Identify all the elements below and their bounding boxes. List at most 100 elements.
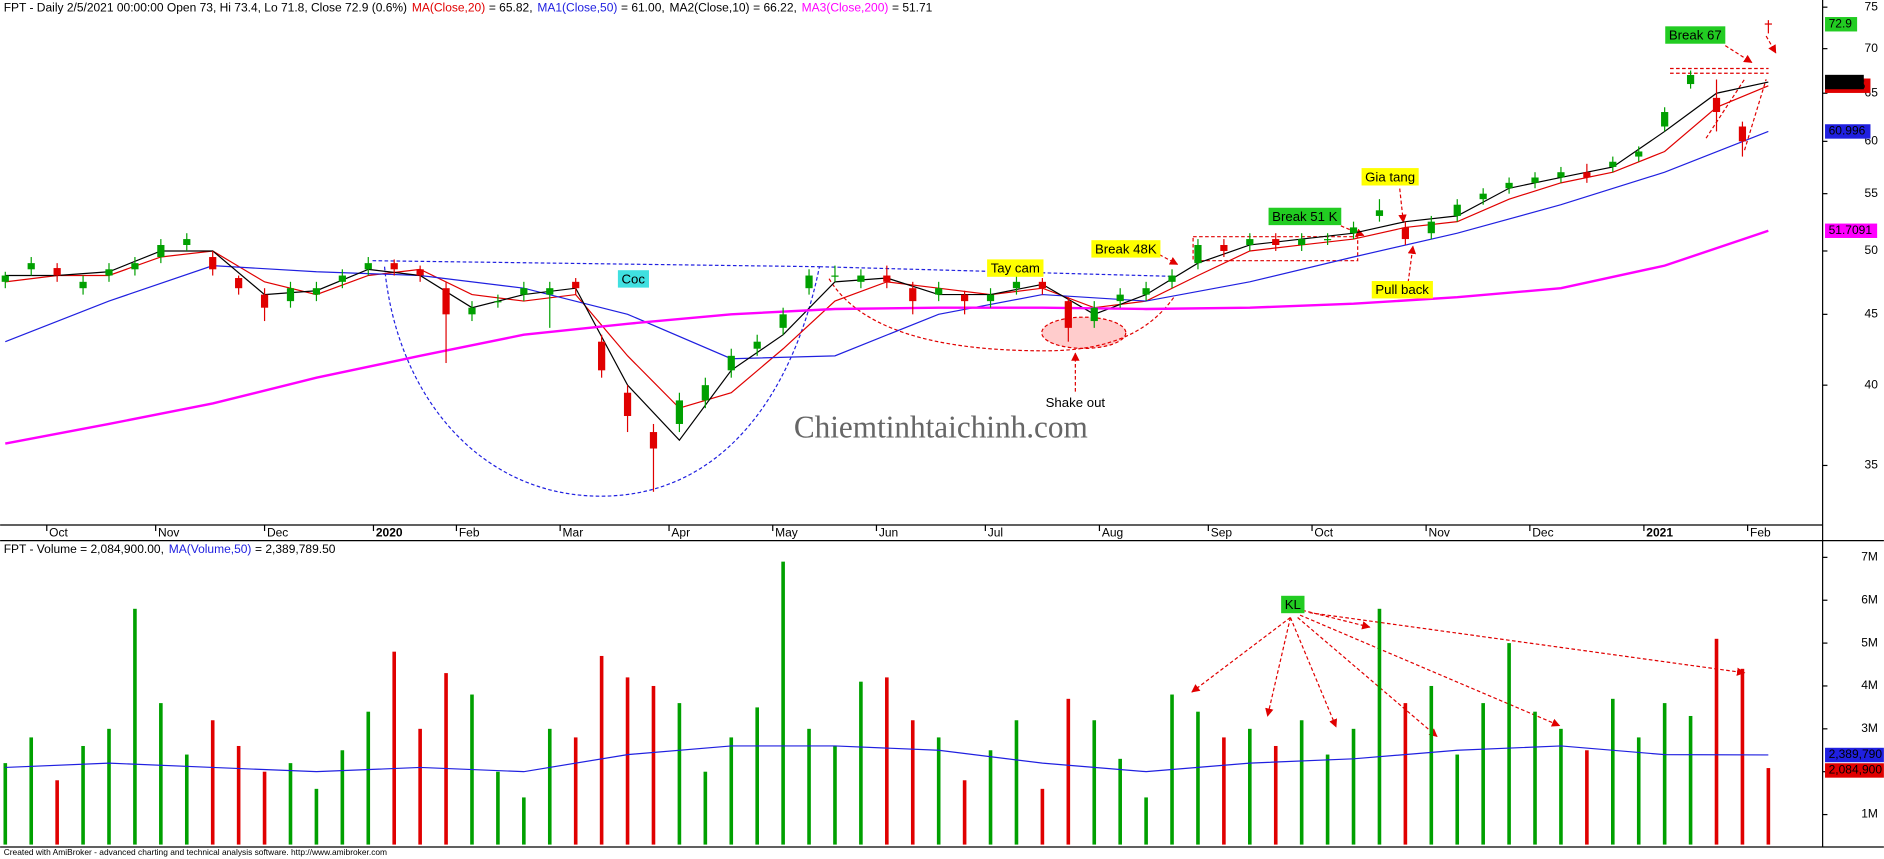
- legend-name: MA(Close,20): [412, 1, 485, 15]
- volume-bar: [1585, 750, 1589, 845]
- x-tick-label: Sep: [1211, 526, 1233, 540]
- arrow: [1299, 614, 1561, 727]
- arrow: [1724, 45, 1753, 63]
- volume-bar: [133, 608, 137, 845]
- x-tick-label: 2021: [1646, 526, 1673, 540]
- x-tick-label: 2020: [376, 526, 403, 540]
- candle-body: [416, 269, 424, 276]
- x-tick-label: Nov: [158, 526, 179, 540]
- volume-bar: [262, 771, 267, 845]
- candle-body: [105, 269, 113, 276]
- last-value-box: [1825, 763, 1884, 778]
- volume-bar: [1118, 758, 1122, 845]
- volume-bar: [651, 685, 656, 845]
- candle-body: [468, 307, 476, 315]
- volume-bar: [184, 754, 189, 845]
- volume-bar: [1351, 728, 1356, 845]
- candle-body: [935, 288, 943, 295]
- header-text: FPT - Volume = 2,084,900.00,: [4, 542, 164, 556]
- volume-bar: [314, 788, 319, 845]
- candle-body: [1764, 23, 1772, 25]
- volume-bar: [729, 737, 734, 845]
- x-tick-label: Oct: [1314, 526, 1333, 540]
- candle-body: [831, 275, 839, 277]
- candle-body: [1738, 126, 1747, 142]
- volume-bar: [418, 728, 422, 845]
- volume-bar: [210, 720, 215, 845]
- x-tick-label: Dec: [1532, 526, 1553, 540]
- volume-bar: [599, 655, 604, 845]
- volume-bar: [81, 745, 85, 845]
- candle-body: [390, 263, 398, 270]
- candle-body: [623, 392, 632, 417]
- volume-bar: [1610, 698, 1615, 845]
- volume-bar: [1014, 720, 1019, 845]
- candle-body: [779, 314, 787, 328]
- candle-body: [986, 294, 995, 302]
- legend-name: MA3(Close,200): [802, 1, 889, 15]
- arrow: [1297, 617, 1438, 738]
- candle-body: [1712, 97, 1721, 113]
- y-tick-label: 45: [1865, 307, 1879, 321]
- candle-body: [598, 341, 606, 371]
- candle-body: [364, 263, 372, 270]
- candle-body: [1686, 74, 1695, 85]
- arrow: [1289, 617, 1338, 728]
- candle-body: [1, 275, 9, 282]
- range-box: [1192, 236, 1359, 262]
- watermark: Chiemtinhtaichinh.com: [794, 409, 1088, 444]
- last-value-box: [1825, 17, 1858, 32]
- candle-body: [1635, 151, 1643, 157]
- kl-arrows: [1191, 609, 1746, 738]
- last-value-box: [1825, 747, 1884, 763]
- volume-bar: [807, 728, 811, 845]
- y-tick-label: 7M: [1861, 550, 1878, 564]
- y-tick-label: 1M: [1861, 807, 1878, 821]
- candle-body: [857, 275, 865, 282]
- candle-body: [1246, 239, 1254, 246]
- volume-header: FPT - Volume = 2,084,900.00, MA(Volume,50…: [4, 542, 336, 556]
- legend-name: MA1(Close,50): [537, 1, 617, 15]
- volume-bar: [1273, 745, 1278, 845]
- candle-body: [909, 288, 917, 302]
- volume-bar: [1325, 754, 1330, 845]
- candle-body: [1272, 239, 1280, 246]
- candle-body: [546, 288, 554, 295]
- candle-body: [572, 281, 580, 289]
- volume-bar: [1222, 737, 1226, 845]
- candle-body: [753, 341, 761, 349]
- volume-bar: [962, 780, 967, 845]
- y-tick-label: 3M: [1861, 721, 1878, 735]
- candle-body: [675, 400, 684, 424]
- candle-body: [1298, 239, 1306, 246]
- volume-bar: [1662, 703, 1667, 845]
- annotation-box: [1281, 595, 1305, 614]
- arrow: [1159, 254, 1179, 265]
- candle-body: [157, 245, 165, 258]
- x-tick-label: Aug: [1102, 526, 1123, 540]
- volume-bar: [1144, 797, 1148, 845]
- y-tick-label: 35: [1865, 458, 1879, 472]
- candle-body: [1661, 112, 1669, 127]
- legend-value: = 66.22,: [753, 1, 797, 15]
- ma-line: [5, 745, 1769, 773]
- x-tick-label: Nov: [1429, 526, 1450, 540]
- candle-body: [1453, 204, 1461, 216]
- last-value-label: 66.22: [1829, 74, 1859, 88]
- volume-bar: [236, 745, 241, 845]
- x-tick-label: Dec: [267, 526, 288, 540]
- ma-line: [5, 130, 1769, 360]
- candle-body: [1349, 227, 1358, 234]
- y-tick-label: 70: [1865, 41, 1879, 55]
- x-tick-label: May: [775, 526, 798, 540]
- pattern-line: [1743, 79, 1767, 151]
- candle-body: [27, 263, 35, 270]
- volume-bar: [340, 750, 345, 845]
- x-tick-label: Feb: [459, 526, 480, 540]
- volume-bar: [1403, 703, 1408, 845]
- last-value-label: 2,389,790: [1829, 747, 1883, 761]
- annotation-box: [1361, 168, 1419, 186]
- volume-bar: [677, 703, 682, 845]
